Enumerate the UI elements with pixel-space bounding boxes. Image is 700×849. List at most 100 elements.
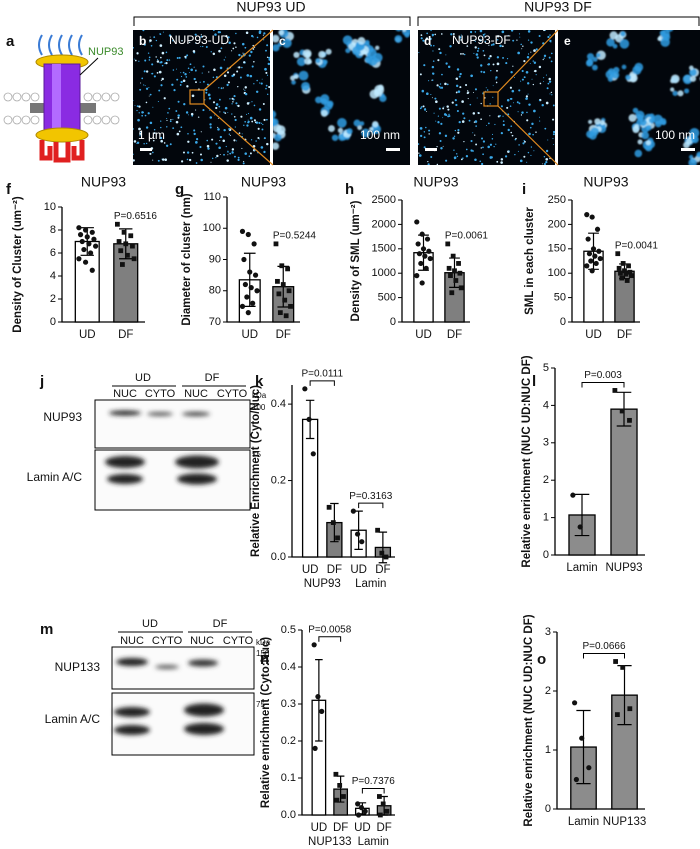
data-point — [570, 492, 576, 498]
spot — [462, 53, 464, 55]
spot — [542, 163, 544, 165]
spot — [628, 113, 637, 122]
spot — [531, 122, 534, 126]
spot — [159, 136, 163, 140]
y-tick-label: 70 — [209, 316, 221, 328]
spot — [645, 140, 651, 146]
spot — [189, 71, 191, 73]
spot — [219, 154, 221, 155]
data-point — [130, 243, 135, 249]
spot — [244, 152, 248, 155]
spot — [476, 97, 478, 99]
spot — [495, 81, 498, 84]
spot — [395, 30, 402, 32]
spot — [436, 84, 439, 87]
y-tick-label: 1500 — [372, 243, 396, 255]
panel-letter: h — [345, 181, 354, 198]
unit-label: kDa — [256, 638, 271, 647]
spot — [443, 106, 445, 108]
spot — [256, 36, 259, 39]
spot — [144, 85, 146, 87]
spot — [432, 50, 434, 52]
scale-label: 100 nm — [360, 128, 400, 142]
spot — [466, 91, 469, 95]
data-point — [416, 251, 423, 257]
spot — [454, 99, 457, 102]
marker-label: 75 — [256, 700, 265, 709]
spot — [353, 119, 361, 127]
spot — [459, 36, 462, 39]
spot — [273, 117, 277, 127]
spot — [502, 115, 504, 117]
spot — [218, 146, 221, 150]
spot — [153, 129, 156, 131]
spot — [234, 155, 236, 158]
data-point — [333, 771, 339, 777]
chart: h NUP93 Density of SML (um⁻²) 0 500 1000 1500 2… — [345, 174, 488, 341]
spot — [420, 34, 423, 37]
spot — [457, 90, 461, 93]
spot — [265, 71, 268, 74]
spot — [689, 68, 697, 77]
spot — [543, 77, 545, 79]
spot — [454, 158, 456, 160]
spot — [609, 31, 618, 40]
spot — [496, 38, 499, 41]
panel-letter: g — [175, 181, 184, 198]
data-point — [572, 700, 578, 706]
spot — [220, 87, 223, 90]
data-point — [584, 263, 590, 269]
panel-letter: j — [39, 373, 44, 390]
spot — [188, 158, 192, 162]
spot — [510, 71, 513, 74]
group-label: UD — [142, 618, 158, 630]
spot — [492, 63, 495, 66]
lane-label: CYTO — [152, 635, 183, 647]
image-e — [558, 30, 700, 165]
spot — [169, 120, 172, 123]
spot — [361, 128, 371, 138]
panel-letter: f — [6, 181, 12, 198]
spot — [523, 76, 526, 79]
data-point — [310, 451, 316, 457]
spot — [177, 100, 180, 103]
y-tick-label: 250 — [548, 194, 566, 206]
spot — [213, 30, 215, 32]
spot — [153, 75, 156, 78]
pore-schematic: a NUP93 — [3, 33, 123, 163]
spot — [223, 153, 225, 156]
spot — [266, 56, 269, 58]
spot — [152, 159, 154, 161]
spot — [273, 44, 280, 52]
spot — [432, 72, 435, 75]
spot — [418, 152, 420, 154]
x-tick-label: DF — [333, 822, 348, 834]
spot — [158, 89, 161, 92]
data-point — [330, 520, 336, 525]
data-point — [445, 241, 451, 247]
spot — [485, 125, 487, 126]
spot — [542, 80, 544, 82]
spot — [200, 131, 202, 133]
spot — [490, 44, 493, 46]
spot — [249, 152, 252, 155]
spot — [550, 60, 553, 63]
data-point — [624, 278, 630, 283]
spot — [426, 32, 428, 35]
y-tick-label: 0.3 — [281, 698, 296, 710]
spot — [479, 160, 482, 163]
spot — [223, 59, 225, 61]
spot — [533, 61, 537, 64]
spot — [200, 33, 202, 35]
spot — [500, 105, 503, 108]
spot — [684, 88, 690, 94]
data-point — [622, 268, 627, 274]
data-point — [359, 539, 365, 545]
spot — [307, 59, 312, 65]
spot — [419, 134, 423, 138]
panel-letter: d — [424, 34, 431, 48]
data-point — [584, 212, 590, 218]
spot — [428, 80, 430, 82]
spot — [189, 63, 192, 66]
